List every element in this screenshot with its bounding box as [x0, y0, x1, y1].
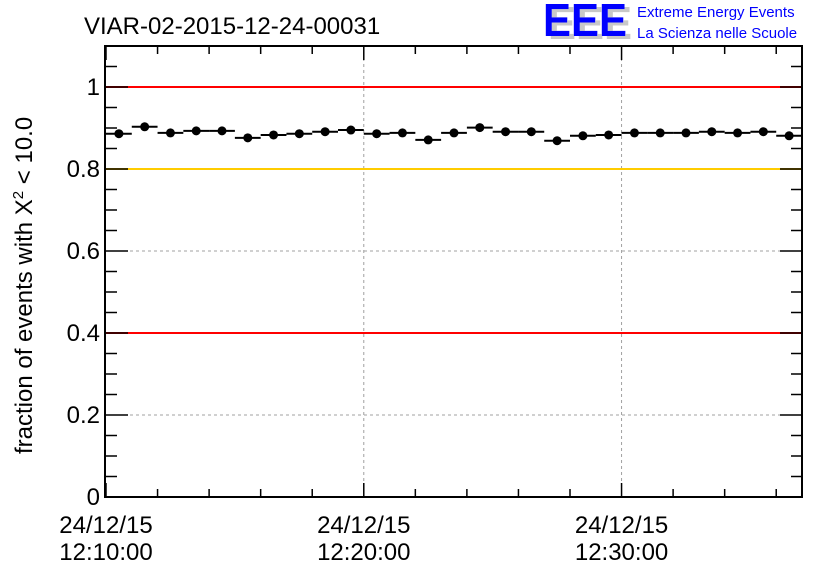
data-point	[114, 129, 124, 139]
data-point	[243, 133, 253, 143]
x-tick-time: 12:20:00	[317, 539, 410, 566]
data-point	[140, 122, 150, 132]
data-point	[346, 125, 356, 135]
logo-letters: EEE	[543, 0, 627, 46]
data-point	[165, 128, 175, 138]
x-tick-labels: 24/12/1512:10:0024/12/1512:20:0024/12/15…	[59, 512, 668, 566]
data-points	[106, 122, 802, 146]
grid	[106, 46, 802, 497]
x-tick-time: 12:30:00	[575, 539, 668, 566]
logo-line2: La Scienza nelle Scuole	[637, 25, 797, 42]
reference-lines	[106, 86, 802, 334]
x-tick-date: 24/12/15	[317, 512, 410, 539]
data-point	[269, 130, 279, 140]
x-tick-date: 24/12/15	[59, 512, 152, 539]
data-point	[784, 131, 794, 141]
x-tick-time: 12:10:00	[59, 539, 152, 566]
x-tick-date: 24/12/15	[575, 512, 668, 539]
y-tick-label: 1	[87, 74, 100, 101]
data-point	[397, 128, 407, 138]
data-point	[733, 128, 743, 138]
data-point	[320, 127, 330, 137]
data-point	[423, 135, 433, 145]
data-point	[578, 131, 588, 141]
y-tick-label: 0.8	[67, 156, 100, 183]
y-axis-label: fraction of events with X2 < 10.0	[10, 117, 38, 454]
data-point	[475, 123, 485, 133]
data-point	[294, 129, 304, 139]
data-point	[501, 127, 511, 137]
data-point	[629, 128, 639, 138]
logo-line1: Extreme Energy Events	[637, 4, 795, 21]
plot-frame	[104, 45, 803, 498]
chart-title: VIAR-02-2015-12-24-00031	[84, 13, 380, 40]
axis-ticks	[105, 45, 802, 498]
data-point	[449, 128, 459, 138]
y-tick-label: 0.4	[67, 320, 100, 347]
y-tick-label: 0.6	[67, 238, 100, 265]
data-point	[191, 126, 201, 136]
data-point	[681, 128, 691, 138]
data-point	[526, 127, 536, 137]
data-point	[552, 136, 562, 146]
data-point	[372, 129, 382, 139]
data-point	[655, 128, 665, 138]
data-point	[217, 126, 227, 136]
data-point	[604, 130, 614, 140]
y-tick-label: 0	[87, 484, 100, 511]
y-tick-label: 0.2	[67, 402, 100, 429]
y-tick-labels: 0 0.2 0.4 0.6 0.8 1	[67, 74, 100, 511]
eee-logo: EEE Extreme Energy Events La Scienza nel…	[543, 0, 797, 46]
data-point	[707, 127, 717, 137]
data-point	[758, 127, 768, 137]
